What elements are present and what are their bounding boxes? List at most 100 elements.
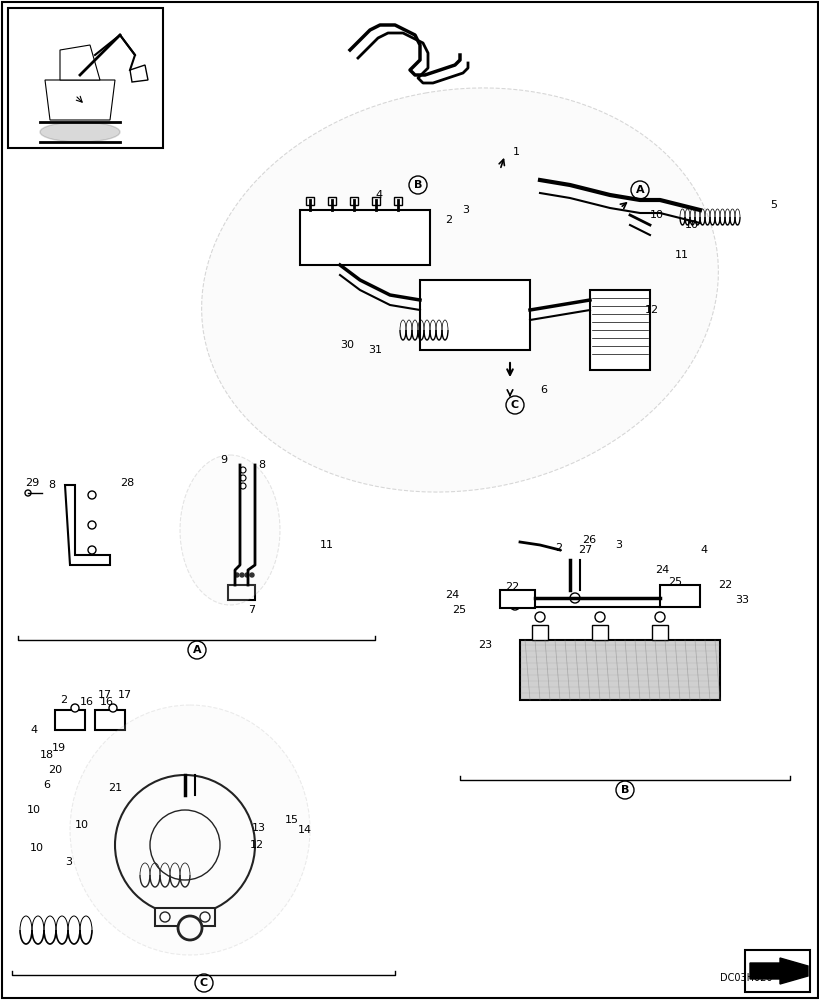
Circle shape bbox=[240, 467, 246, 473]
Text: 14: 14 bbox=[297, 825, 312, 835]
Circle shape bbox=[659, 597, 669, 607]
Text: 7: 7 bbox=[247, 605, 255, 615]
Text: 10: 10 bbox=[649, 210, 663, 220]
Bar bbox=[532, 625, 547, 640]
Text: 23: 23 bbox=[477, 640, 491, 650]
Circle shape bbox=[240, 475, 246, 481]
Text: 12: 12 bbox=[250, 840, 264, 850]
Text: 10: 10 bbox=[684, 220, 698, 230]
Circle shape bbox=[88, 491, 96, 499]
Text: 10: 10 bbox=[30, 843, 44, 853]
Circle shape bbox=[245, 573, 249, 577]
Text: 3: 3 bbox=[65, 857, 72, 867]
Text: 3: 3 bbox=[614, 540, 622, 550]
Text: 16: 16 bbox=[100, 697, 114, 707]
Text: 17: 17 bbox=[98, 690, 112, 700]
Bar bbox=[350, 197, 358, 205]
Circle shape bbox=[235, 573, 238, 577]
Circle shape bbox=[109, 704, 117, 712]
Text: 21: 21 bbox=[108, 783, 122, 793]
Text: 27: 27 bbox=[577, 545, 591, 555]
Circle shape bbox=[25, 490, 31, 496]
Ellipse shape bbox=[201, 88, 717, 492]
Text: 22: 22 bbox=[505, 582, 518, 592]
Circle shape bbox=[88, 546, 96, 554]
Polygon shape bbox=[130, 65, 147, 82]
Circle shape bbox=[509, 600, 519, 610]
Polygon shape bbox=[749, 958, 807, 984]
Text: 4: 4 bbox=[30, 725, 37, 735]
Circle shape bbox=[240, 483, 246, 489]
Text: 5: 5 bbox=[769, 200, 776, 210]
Bar bbox=[590, 290, 649, 370]
Text: 25: 25 bbox=[667, 577, 681, 587]
Text: 13: 13 bbox=[251, 823, 265, 833]
Ellipse shape bbox=[180, 455, 279, 605]
Polygon shape bbox=[60, 45, 100, 80]
Bar bbox=[651, 625, 667, 640]
Text: 6: 6 bbox=[540, 385, 546, 395]
Text: A: A bbox=[192, 645, 201, 655]
Text: 6: 6 bbox=[43, 780, 50, 790]
Bar bbox=[300, 210, 429, 265]
Circle shape bbox=[115, 775, 255, 915]
Text: A: A bbox=[635, 185, 644, 195]
Text: 8: 8 bbox=[258, 460, 265, 470]
Bar bbox=[744, 950, 809, 992]
Circle shape bbox=[534, 612, 545, 622]
Bar bbox=[8, 8, 163, 148]
Text: 20: 20 bbox=[48, 765, 62, 775]
Bar bbox=[393, 197, 401, 205]
Text: 31: 31 bbox=[368, 345, 382, 355]
Bar bbox=[500, 590, 534, 608]
Bar bbox=[659, 585, 699, 607]
Text: 2: 2 bbox=[60, 695, 67, 705]
Text: 11: 11 bbox=[319, 540, 333, 550]
Text: 30: 30 bbox=[340, 340, 354, 350]
Bar bbox=[155, 908, 215, 926]
Text: 29: 29 bbox=[25, 478, 39, 488]
Circle shape bbox=[200, 912, 210, 922]
Circle shape bbox=[595, 612, 604, 622]
Text: 24: 24 bbox=[445, 590, 459, 600]
Text: DC03H020: DC03H020 bbox=[719, 973, 771, 983]
Circle shape bbox=[178, 916, 201, 940]
Circle shape bbox=[569, 593, 579, 603]
Text: 4: 4 bbox=[374, 190, 382, 200]
Bar bbox=[519, 640, 719, 700]
Text: 9: 9 bbox=[219, 455, 227, 465]
Bar bbox=[419, 280, 529, 350]
Text: 3: 3 bbox=[461, 205, 468, 215]
Bar bbox=[591, 625, 607, 640]
Circle shape bbox=[240, 573, 244, 577]
Circle shape bbox=[654, 612, 664, 622]
Polygon shape bbox=[45, 80, 115, 120]
Text: 17: 17 bbox=[118, 690, 132, 700]
Circle shape bbox=[71, 704, 79, 712]
Text: 2: 2 bbox=[445, 215, 451, 225]
Text: 10: 10 bbox=[27, 805, 41, 815]
Text: 16: 16 bbox=[80, 697, 94, 707]
Text: 24: 24 bbox=[654, 565, 668, 575]
Text: 2: 2 bbox=[554, 543, 562, 553]
Text: 26: 26 bbox=[581, 535, 595, 545]
Polygon shape bbox=[65, 485, 110, 565]
Text: 4: 4 bbox=[699, 545, 706, 555]
Bar bbox=[95, 710, 124, 730]
Bar bbox=[228, 585, 255, 600]
Text: 11: 11 bbox=[674, 250, 688, 260]
Text: 12: 12 bbox=[645, 305, 658, 315]
Circle shape bbox=[88, 521, 96, 529]
Text: B: B bbox=[620, 785, 628, 795]
Bar bbox=[372, 197, 379, 205]
Circle shape bbox=[250, 573, 254, 577]
Text: 22: 22 bbox=[717, 580, 731, 590]
Ellipse shape bbox=[40, 122, 120, 142]
Text: C: C bbox=[510, 400, 518, 410]
Circle shape bbox=[150, 810, 219, 880]
Text: 19: 19 bbox=[52, 743, 66, 753]
Text: 10: 10 bbox=[75, 820, 89, 830]
Text: 18: 18 bbox=[40, 750, 54, 760]
Bar bbox=[328, 197, 336, 205]
Text: 25: 25 bbox=[451, 605, 465, 615]
